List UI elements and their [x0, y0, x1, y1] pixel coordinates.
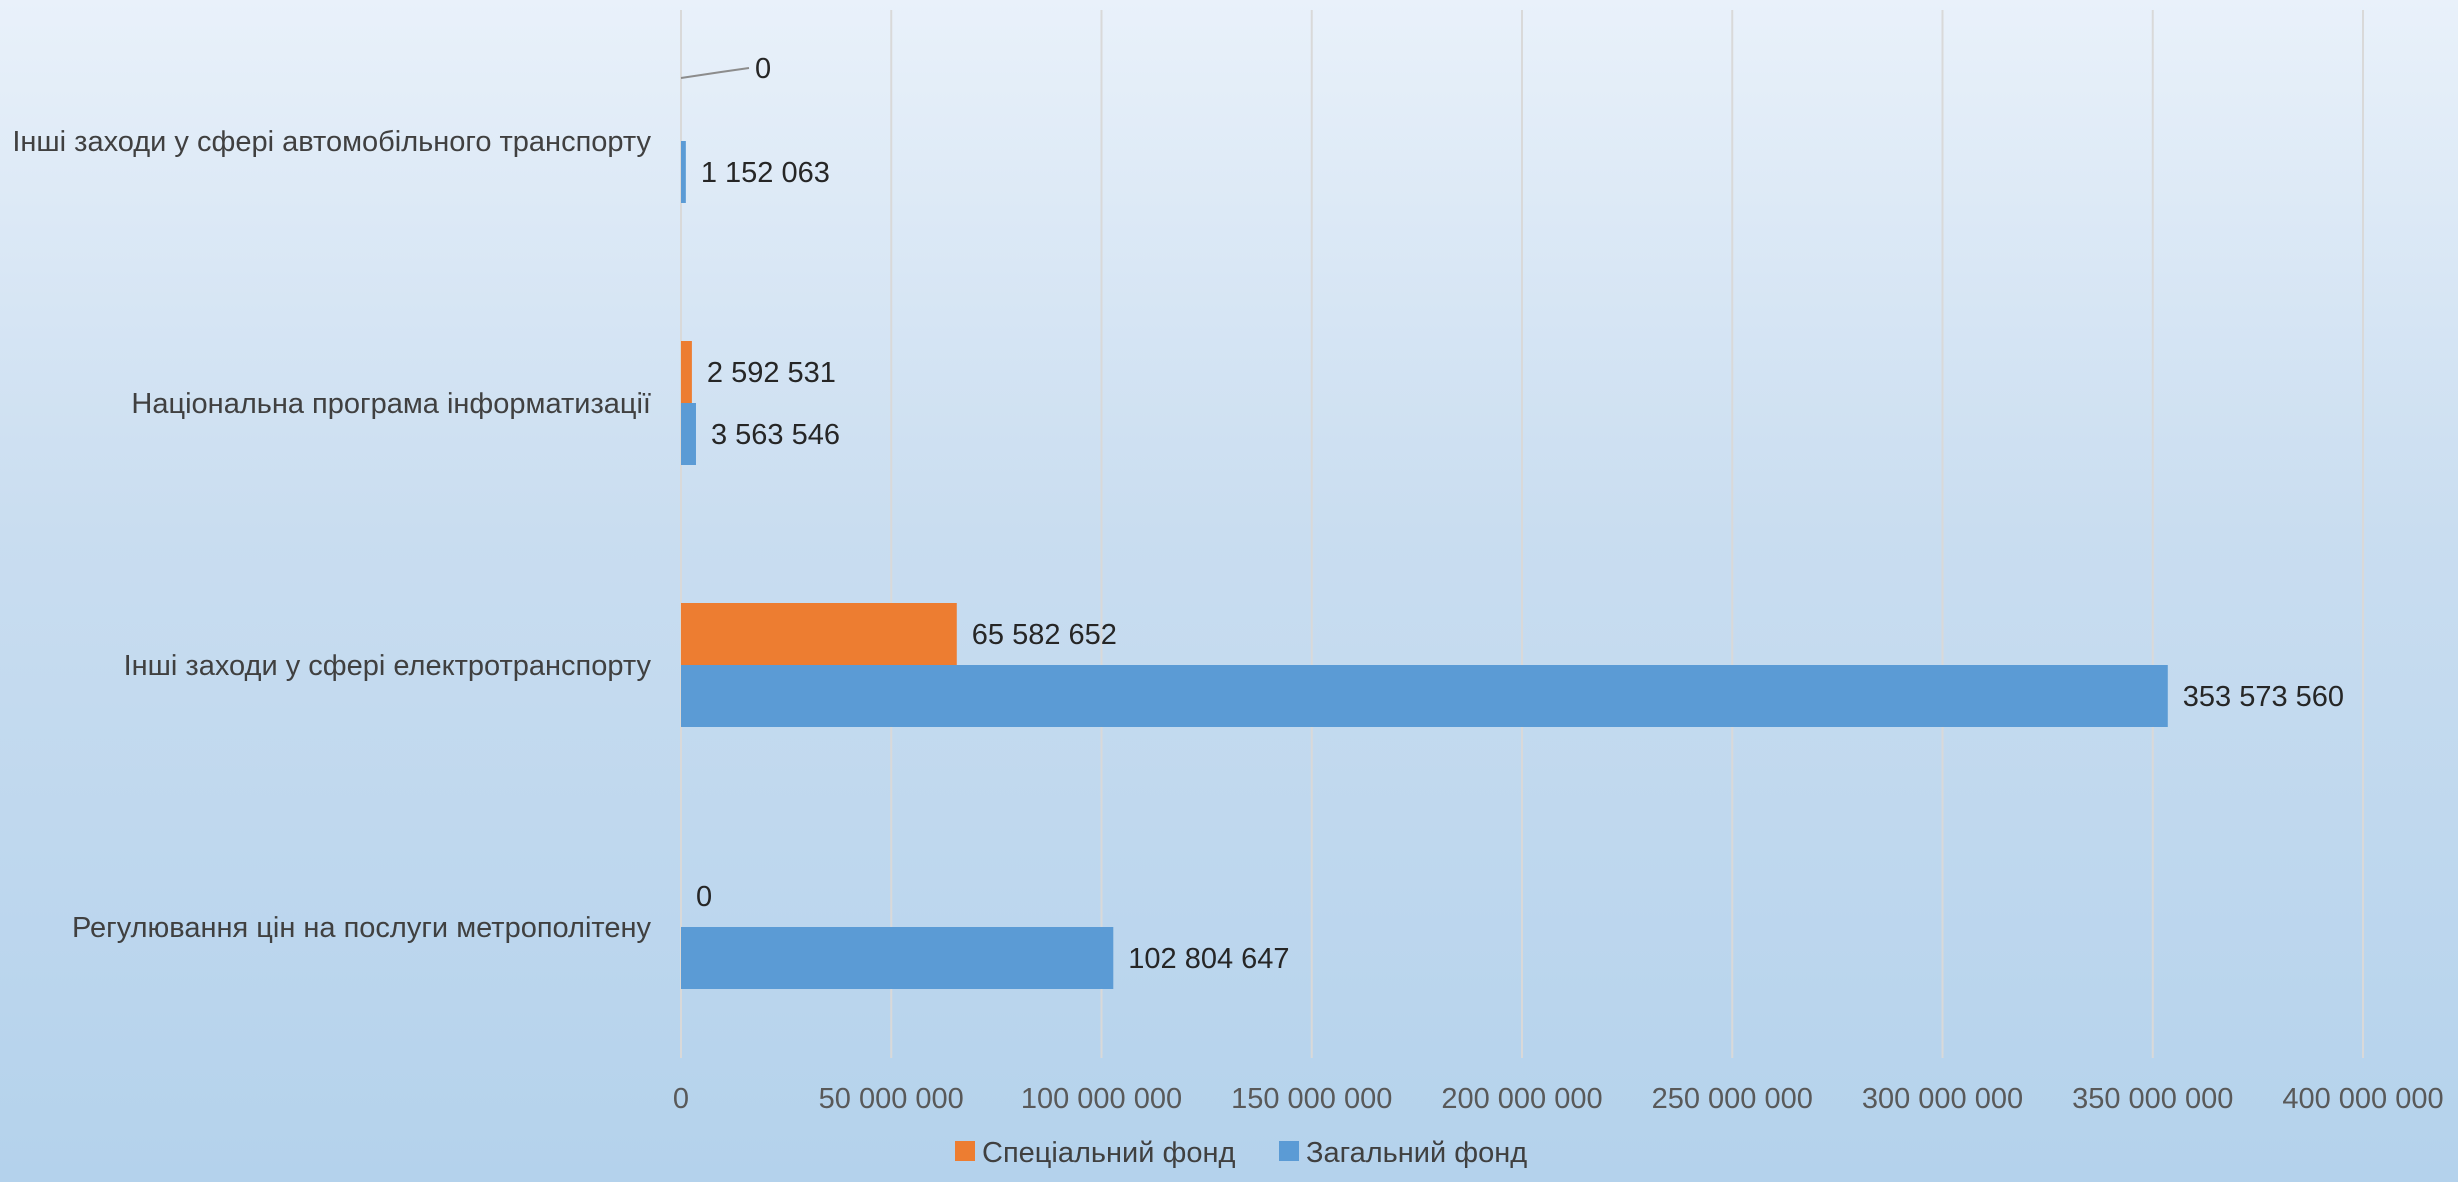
legend-entry: Загальний фонд	[1306, 1137, 1527, 1169]
x-tick-label: 150 000 000	[1231, 1083, 1392, 1115]
data-label: 2 592 531	[707, 357, 836, 389]
bars	[681, 141, 2168, 989]
data-label: 0	[755, 53, 771, 85]
bar-general-fund	[681, 665, 2168, 727]
bar-general-fund	[681, 927, 1114, 989]
x-tick-label: 200 000 000	[1441, 1083, 1602, 1115]
legend-entry: Спеціальний фонд	[982, 1137, 1235, 1169]
data-label: 1 152 063	[701, 157, 830, 189]
bar-general-fund	[681, 141, 686, 203]
category-label: Інші заходи у сфері електротранспорту	[124, 650, 652, 682]
legend-swatch	[955, 1141, 975, 1161]
category-label: Регулювання цін на послуги метрополітену	[72, 912, 652, 944]
gridlines	[680, 10, 2364, 1058]
x-tick-label: 400 000 000	[2282, 1083, 2443, 1115]
data-label: 3 563 546	[711, 419, 840, 451]
data-label: 65 582 652	[972, 619, 1117, 651]
x-tick-label: 350 000 000	[2072, 1083, 2233, 1115]
data-label: 353 573 560	[2183, 681, 2344, 713]
data-label: 102 804 647	[1128, 943, 1289, 975]
category-label: Національна програма інформатизації	[131, 388, 651, 420]
data-labels: 0 102 804 647 65 582 652 353 573 560 2 592 5…	[680, 53, 2344, 975]
data-label: 0	[696, 881, 712, 913]
x-tick-label: 0	[673, 1083, 689, 1115]
category-labels: Регулювання цін на послуги метрополітену…	[12, 126, 651, 944]
x-axis-ticks: 0 50 000 000 100 000 000 150 000 000 200 000…	[673, 1083, 2444, 1115]
legend: Спеціальний фонд Загальний фонд	[955, 1137, 1527, 1169]
x-tick-label: 250 000 000	[1652, 1083, 1813, 1115]
bar-special-fund	[681, 341, 692, 403]
bar-special-fund	[681, 603, 957, 665]
bar-general-fund	[681, 403, 696, 465]
leader-line	[680, 67, 750, 79]
x-tick-label: 50 000 000	[819, 1083, 964, 1115]
x-tick-label: 300 000 000	[1862, 1083, 2023, 1115]
category-label: Інші заходи у сфері автомобільного транс…	[12, 126, 651, 158]
legend-swatch	[1279, 1141, 1299, 1161]
x-tick-label: 100 000 000	[1021, 1083, 1182, 1115]
